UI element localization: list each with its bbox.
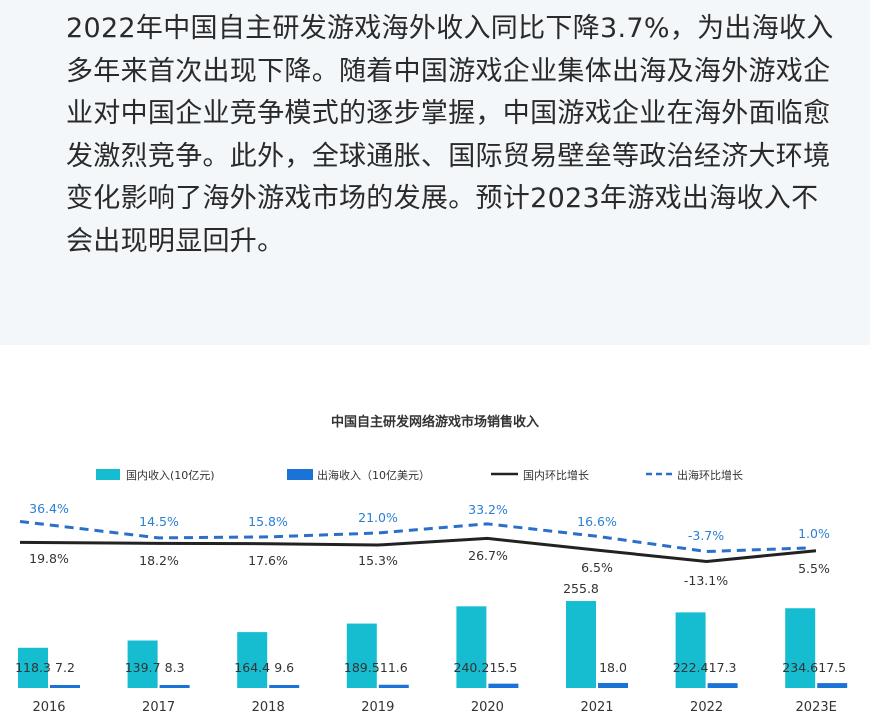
legend-label-overseas-growth: 出海环比增长 (677, 468, 743, 482)
chart-legend: 国内收入(10亿元) 出海收入（10亿美元） 国内环比增长 出海环比增长 (96, 468, 743, 482)
bar-label-domestic: 234.6 (782, 660, 818, 675)
bar-label-overseas: 7.2 (55, 660, 75, 675)
bar-domestic (127, 640, 158, 688)
bar-overseas (488, 683, 519, 688)
line-domestic-growth (19, 536, 817, 564)
bar-label-domestic: 255.8 (563, 581, 599, 596)
data-label-domestic-growth: 19.8% (29, 551, 69, 566)
article-text-block: 2022年中国自主研发游戏海外收入同比下降3.7%，为出海收入多年来首次出现下降… (0, 0, 870, 345)
x-tick-label: 2017 (142, 700, 175, 715)
bar-label-overseas: 17.3 (709, 660, 737, 675)
data-label-overseas-growth: -3.7% (688, 528, 724, 543)
article-paragraph: 2022年中国自主研发游戏海外收入同比下降3.7%，为出海收入多年来首次出现下降… (66, 13, 834, 257)
bar-overseas (269, 685, 300, 688)
x-tick-label: 2016 (32, 700, 65, 715)
bar-domestic (237, 632, 268, 688)
bar-domestic (675, 612, 706, 688)
bar-overseas (378, 684, 409, 688)
bar-label-domestic: 164.4 (234, 660, 270, 675)
x-tick-label: 2023E (796, 700, 837, 715)
bar-label-domestic: 240.2 (454, 660, 490, 675)
bar-domestic (566, 601, 596, 688)
bar-domestic (18, 647, 48, 688)
chart-title: 中国自主研发网络游戏市场销售收入 (331, 414, 539, 430)
bar-label-overseas: 8.3 (165, 660, 185, 675)
bar-label-domestic: 222.4 (673, 660, 709, 675)
bar-domestic (785, 608, 816, 688)
data-label-overseas-growth: 33.2% (468, 502, 508, 517)
bar-overseas (707, 683, 738, 688)
data-label-domestic-growth: -13.1% (684, 573, 728, 588)
data-label-overseas-growth: 21.0% (358, 510, 398, 525)
x-tick-label: 2021 (580, 700, 613, 715)
bar-label-overseas: 15.5 (489, 660, 517, 675)
bar-overseas (50, 685, 80, 688)
revenue-chart: 中国自主研发网络游戏市场销售收入 国内收入(10亿元) 出海收入（10亿美元） … (15, 414, 848, 715)
x-tick-label: 2019 (361, 700, 394, 715)
bar-label-overseas: 11.6 (380, 660, 408, 675)
bar-label-domestic: 189.5 (344, 660, 380, 675)
legend-label-overseas: 出海收入（10亿美元） (317, 468, 430, 482)
data-label-domestic-growth: 26.7% (468, 548, 508, 563)
bar-label-overseas: 18.0 (599, 660, 627, 675)
data-label-domestic-growth: 6.5% (581, 560, 613, 575)
data-label-domestic-growth: 17.6% (248, 553, 288, 568)
bar-label-overseas: 17.5 (818, 660, 846, 675)
x-tick-label: 2018 (252, 700, 285, 715)
x-tick-label: 2020 (471, 700, 504, 715)
chart-area: 中国自主研发网络游戏市场销售收入 国内收入(10亿元) 出海收入（10亿美元） … (0, 345, 870, 725)
bar-overseas (817, 683, 848, 688)
x-tick-label: 2022 (690, 700, 723, 715)
legend-label-domestic: 国内收入(10亿元) (126, 468, 215, 482)
data-label-domestic-growth: 15.3% (358, 553, 398, 568)
legend-label-domestic-growth: 国内环比增长 (523, 468, 589, 482)
bar-overseas (598, 682, 628, 688)
legend-swatch-overseas (287, 469, 313, 480)
data-label-overseas-growth: 16.6% (577, 514, 617, 529)
data-label-overseas-growth: 14.5% (139, 514, 179, 529)
data-label-overseas-growth: 1.0% (798, 526, 830, 541)
bar-label-overseas: 9.6 (274, 660, 294, 675)
data-label-overseas-growth: 36.4% (29, 501, 69, 516)
bar-label-domestic: 139.7 (125, 660, 161, 675)
data-label-overseas-growth: 15.8% (248, 514, 288, 529)
bar-overseas (159, 685, 190, 688)
data-label-domestic-growth: 18.2% (139, 553, 179, 568)
legend-swatch-domestic (96, 469, 120, 480)
bar-domestic (346, 623, 377, 688)
bar-label-domestic: 118.3 (15, 660, 51, 675)
bar-domestic (456, 606, 487, 688)
data-label-domestic-growth: 5.5% (798, 561, 830, 576)
line-overseas-growth (19, 519, 807, 554)
